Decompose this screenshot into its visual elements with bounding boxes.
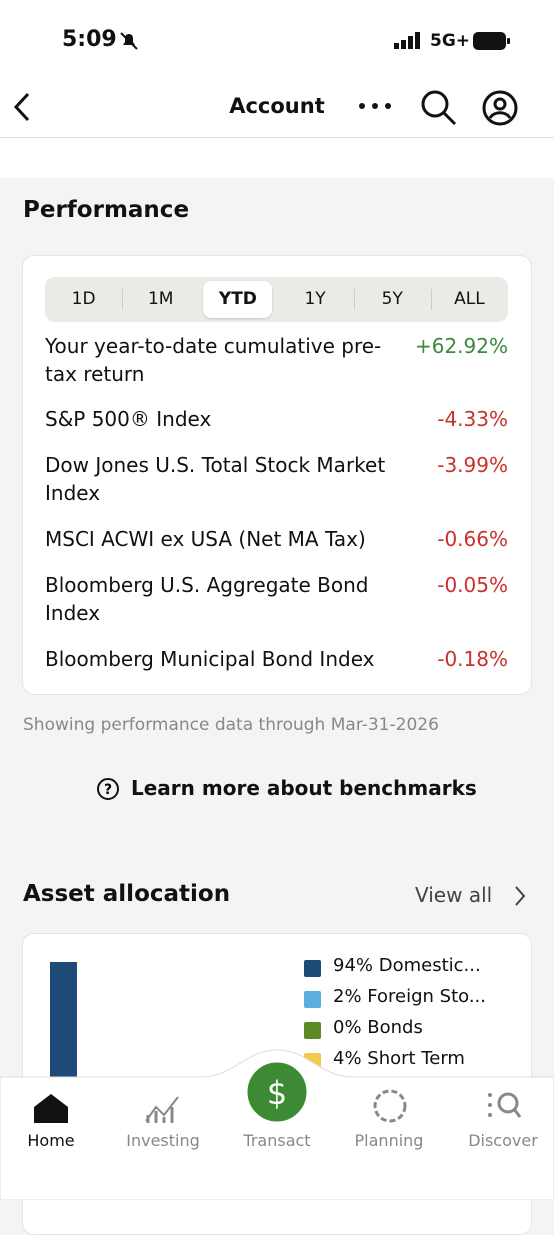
note: Showing performance data through Mar-31-… xyxy=(23,715,439,735)
row-label: Your year-to-date cumulative pre-tax ret… xyxy=(45,334,382,386)
battery-icon xyxy=(473,32,510,50)
row-label: Bloomberg U.S. Aggregate Bond Index xyxy=(45,573,369,625)
legend-label: 94% Domestic... xyxy=(333,955,481,976)
tab-divider xyxy=(353,289,355,310)
header-title: Account xyxy=(0,94,554,118)
row-value: -0.66% xyxy=(437,527,508,551)
back-button[interactable] xyxy=(8,90,38,124)
title-text: Account xyxy=(229,94,325,118)
help-icon: ? xyxy=(97,778,119,800)
svg-text:$: $ xyxy=(267,1074,287,1112)
view-all-link[interactable]: View all xyxy=(415,883,493,907)
signal-icon xyxy=(394,32,420,49)
legend-swatch xyxy=(304,1022,321,1039)
svg-text:?: ? xyxy=(104,782,112,798)
tab-bar: 1D 1M YTD 1Y 5Y ALL xyxy=(45,277,508,322)
mute-icon xyxy=(120,32,138,50)
nav-item[interactable]: Planning xyxy=(354,1131,424,1150)
row-value: -0.18% xyxy=(437,647,508,671)
tab[interactable]: 1M xyxy=(147,289,174,309)
row-label: Bloomberg Municipal Bond Index xyxy=(45,647,375,671)
row-value: +62.92% xyxy=(414,334,508,358)
row-label: Dow Jones U.S. Total Stock Market Index xyxy=(45,453,386,505)
nav-item[interactable]: Investing xyxy=(126,1131,200,1150)
legend-label: 0% Bonds xyxy=(333,1017,423,1038)
row-label: MSCI ACWI ex USA (Net MA Tax) xyxy=(45,527,366,551)
row-value: -0.05% xyxy=(437,573,508,597)
time: 5:09 xyxy=(62,27,117,52)
nav-item[interactable]: Home xyxy=(27,1131,75,1150)
row-value: -4.33% xyxy=(437,407,508,431)
section-title: Performance xyxy=(23,197,190,223)
tab[interactable]: 5Y xyxy=(381,289,403,309)
tab[interactable]: 1D xyxy=(71,289,96,309)
network: 5G+ xyxy=(430,31,471,51)
top-area xyxy=(0,0,554,178)
tab[interactable]: 1Y xyxy=(304,289,326,309)
tab[interactable]: YTD xyxy=(203,281,273,318)
section-title: Asset allocation xyxy=(23,881,231,907)
tab-divider xyxy=(430,289,432,310)
row-label: S&P 500® Index xyxy=(45,407,212,431)
legend-swatch xyxy=(304,960,321,977)
search-button[interactable] xyxy=(419,88,459,128)
tab-divider xyxy=(122,289,124,310)
nav-bar: $ xyxy=(0,1049,554,1200)
legend-label: 4% Short Term xyxy=(333,1048,465,1069)
header-divider xyxy=(0,137,554,138)
nav-item[interactable]: Transact xyxy=(243,1131,311,1150)
legend-label: 2% Foreign Sto... xyxy=(333,986,486,1007)
benchmarks-link[interactable]: Learn more about benchmarks xyxy=(131,776,477,800)
row-value: -3.99% xyxy=(437,453,508,477)
tab[interactable]: ALL xyxy=(454,289,485,309)
legend-swatch xyxy=(304,991,321,1008)
nav-item[interactable]: Discover xyxy=(468,1131,538,1150)
chevron xyxy=(515,886,526,906)
profile-button[interactable] xyxy=(481,89,519,127)
more-button[interactable] xyxy=(356,96,396,116)
performance-card xyxy=(22,255,532,695)
